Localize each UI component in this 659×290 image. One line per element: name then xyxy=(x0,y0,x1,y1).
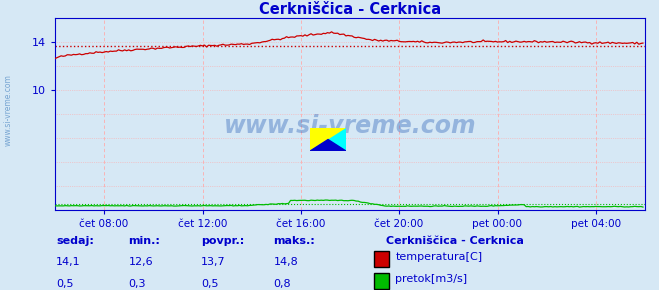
Text: 0,5: 0,5 xyxy=(56,279,74,289)
Text: maks.:: maks.: xyxy=(273,235,315,246)
Text: 12,6: 12,6 xyxy=(129,257,153,267)
Text: www.si-vreme.com: www.si-vreme.com xyxy=(223,113,476,137)
Text: povpr.:: povpr.: xyxy=(201,235,244,246)
Text: Cerkniščica - Cerknica: Cerkniščica - Cerknica xyxy=(386,235,523,246)
Title: Cerkniščica - Cerknica: Cerkniščica - Cerknica xyxy=(259,2,441,17)
Polygon shape xyxy=(310,139,346,151)
Text: 0,3: 0,3 xyxy=(129,279,146,289)
Text: 13,7: 13,7 xyxy=(201,257,225,267)
Text: min.:: min.: xyxy=(129,235,160,246)
Polygon shape xyxy=(310,128,346,151)
Text: 0,5: 0,5 xyxy=(201,279,219,289)
Text: temperatura[C]: temperatura[C] xyxy=(395,252,482,262)
Text: 0,8: 0,8 xyxy=(273,279,291,289)
Polygon shape xyxy=(310,128,346,151)
Text: 14,1: 14,1 xyxy=(56,257,80,267)
Text: 14,8: 14,8 xyxy=(273,257,299,267)
Text: sedaj:: sedaj: xyxy=(56,235,94,246)
Text: www.si-vreme.com: www.si-vreme.com xyxy=(3,74,13,146)
Text: pretok[m3/s]: pretok[m3/s] xyxy=(395,274,467,284)
